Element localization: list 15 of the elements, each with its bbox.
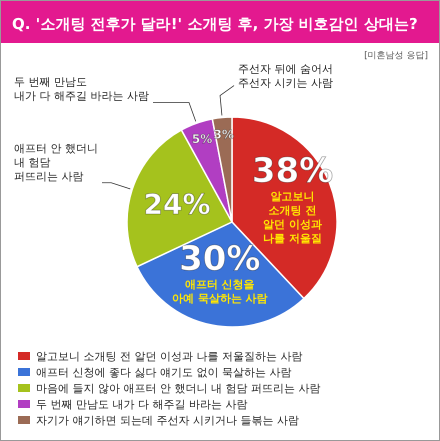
data-label: 24% [144,188,211,221]
text: 두 번째 만남도 내가 다 해주길 바라는 사람 [14,76,149,103]
legend-label: 애프터 신청에 좋다 싫다 얘기도 없이 묵살하는 사람 [36,366,292,379]
text: [미혼남성 응답] [364,51,428,61]
legend-label: 알고보니 소개팅 전 알던 이성과 나를 저울질하는 사람 [36,350,302,363]
data-label: 30% [179,238,260,279]
data-label: 5% [192,132,212,146]
text: 애프터 안 했더니 내 험담 퍼뜨리는 사람 [14,142,98,183]
chart-title: Q. '소개팅 전후가 달라!' 소개팅 후, 가장 비호감인 상대는? [12,15,418,33]
legend-label: 자기가 얘기하면 되는데 주선자 시키거나 들볶는 사람 [36,414,299,427]
legend-label: 마음에 들지 않아 애프터 안 했더니 내 험담 퍼뜨리는 사람 [36,382,320,395]
text: 주선자 뒤에 숨어서 주선자 시키는 사람 [238,62,334,90]
text: 알고보니 소개팅 전 알던 이성과 나를 저울질 [263,190,322,245]
text: 애프터 신청을 아예 묵살하는 사람 [172,278,268,305]
legend-label: 두 번째 만남도 내가 다 해주길 바라는 사람 [36,398,248,411]
